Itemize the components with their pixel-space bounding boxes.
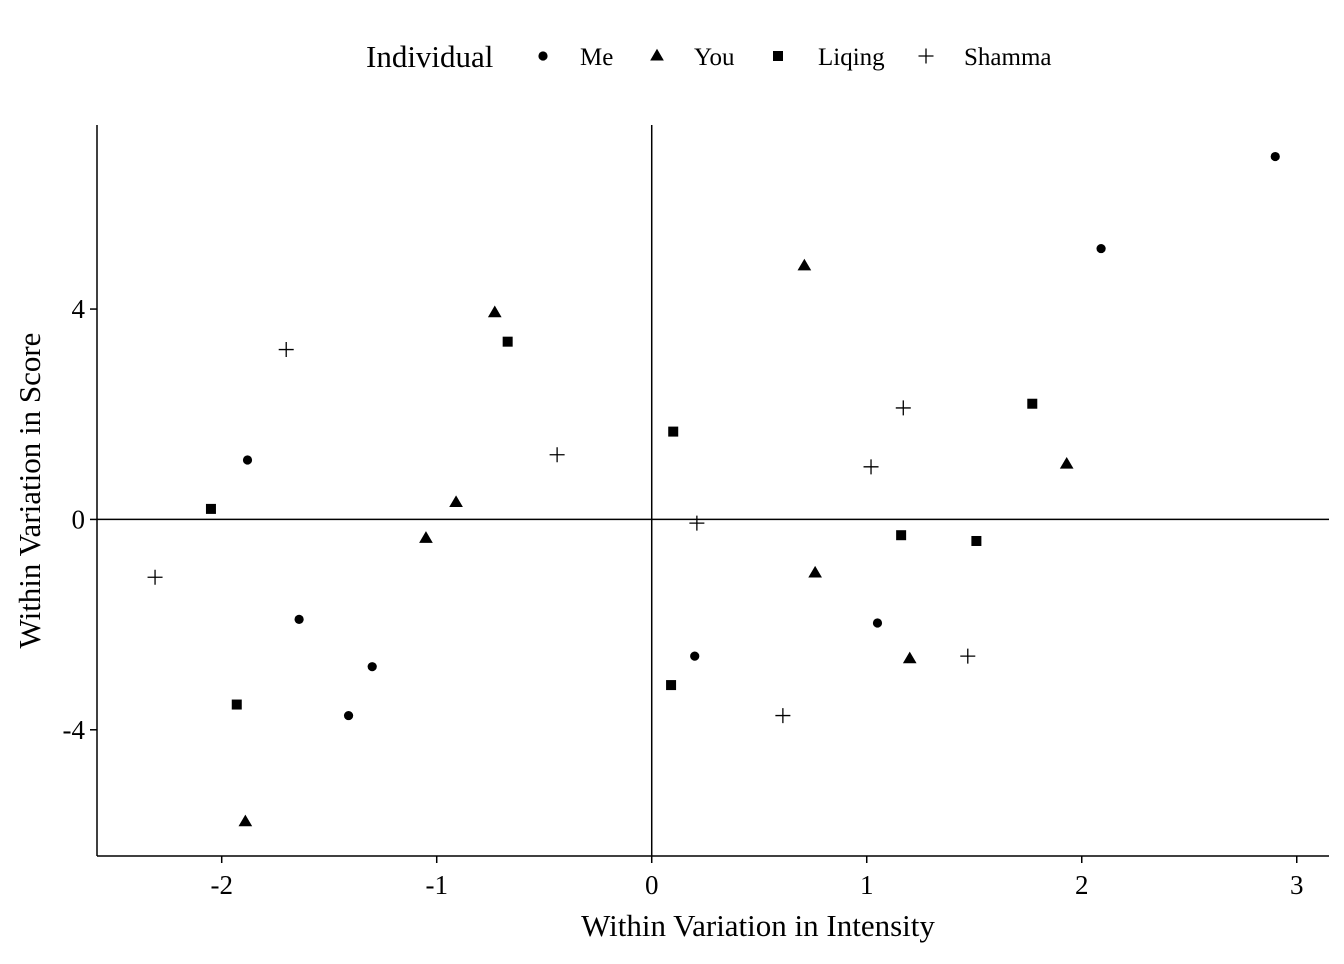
x-tick-label: -1	[425, 870, 448, 900]
x-tick-label: -2	[210, 870, 233, 900]
data-point-you	[797, 258, 812, 271]
series-liqing	[205, 336, 1038, 710]
data-point-me	[1270, 151, 1280, 162]
data-point-shamma	[960, 648, 976, 664]
axes: -2 -1 0 1 2 3 -4 0 4	[63, 125, 1329, 900]
legend-label: Me	[580, 44, 613, 71]
data-point-you	[238, 814, 253, 827]
data-point-liqing	[896, 530, 907, 541]
series-you	[238, 258, 1074, 827]
data-point-shamma	[689, 515, 705, 531]
data-point-liqing	[1027, 398, 1038, 409]
legend: Individual Me You Liqing Shamma	[366, 39, 1052, 74]
y-tick-label: 4	[72, 294, 86, 324]
legend-key-circle	[538, 51, 548, 61]
y-axis-title: Within Variation in Score	[12, 333, 47, 649]
x-tick-label: 1	[860, 870, 874, 900]
data-point-you	[902, 651, 917, 664]
legend-label: You	[694, 44, 735, 71]
y-tick-label: 0	[72, 504, 86, 534]
legend-title: Individual	[366, 39, 493, 74]
series-shamma	[147, 342, 976, 724]
data-point-shamma	[895, 400, 911, 416]
data-point-shamma	[775, 708, 791, 724]
legend-label: Shamma	[964, 44, 1052, 71]
data-point-me	[1096, 243, 1106, 254]
data-point-me	[242, 455, 253, 465]
data-point-you	[808, 565, 822, 578]
x-tick-label: 2	[1075, 870, 1089, 900]
legend-entry-me: Me	[538, 44, 613, 71]
data-point-shamma	[863, 459, 879, 475]
data-point-you	[449, 495, 463, 508]
data-point-you	[1059, 457, 1074, 469]
data-point-liqing	[231, 699, 242, 710]
x-tick-label: 3	[1290, 870, 1304, 900]
legend-key-triangle	[650, 48, 664, 61]
legend-label: Liqing	[818, 44, 885, 71]
x-tick-label: 0	[645, 870, 659, 900]
data-point-shamma	[278, 342, 294, 358]
legend-key-square	[773, 51, 783, 61]
legend-entry-shamma: Shamma	[918, 44, 1052, 71]
data-point-liqing	[666, 680, 677, 691]
reference-lines	[97, 125, 1329, 856]
data-point-liqing	[205, 503, 216, 514]
x-axis-title: Within Variation in Intensity	[581, 908, 935, 943]
data-point-me	[872, 618, 883, 628]
data-point-you	[419, 531, 433, 543]
legend-key-plus	[918, 48, 934, 64]
data-point-me	[343, 710, 354, 721]
data-point-liqing	[502, 336, 513, 347]
data-point-me	[294, 614, 304, 624]
data-point-me	[367, 662, 377, 672]
data-point-shamma	[147, 569, 163, 585]
data-points	[147, 151, 1280, 827]
data-point-shamma	[549, 447, 565, 463]
legend-entry-you: You	[650, 44, 735, 71]
data-point-you	[487, 305, 502, 318]
data-point-liqing	[668, 426, 679, 437]
series-me	[242, 151, 1280, 721]
legend-entry-liqing: Liqing	[773, 44, 885, 71]
y-tick-label: -4	[63, 715, 86, 745]
data-point-liqing	[971, 535, 982, 546]
data-point-me	[690, 651, 700, 661]
